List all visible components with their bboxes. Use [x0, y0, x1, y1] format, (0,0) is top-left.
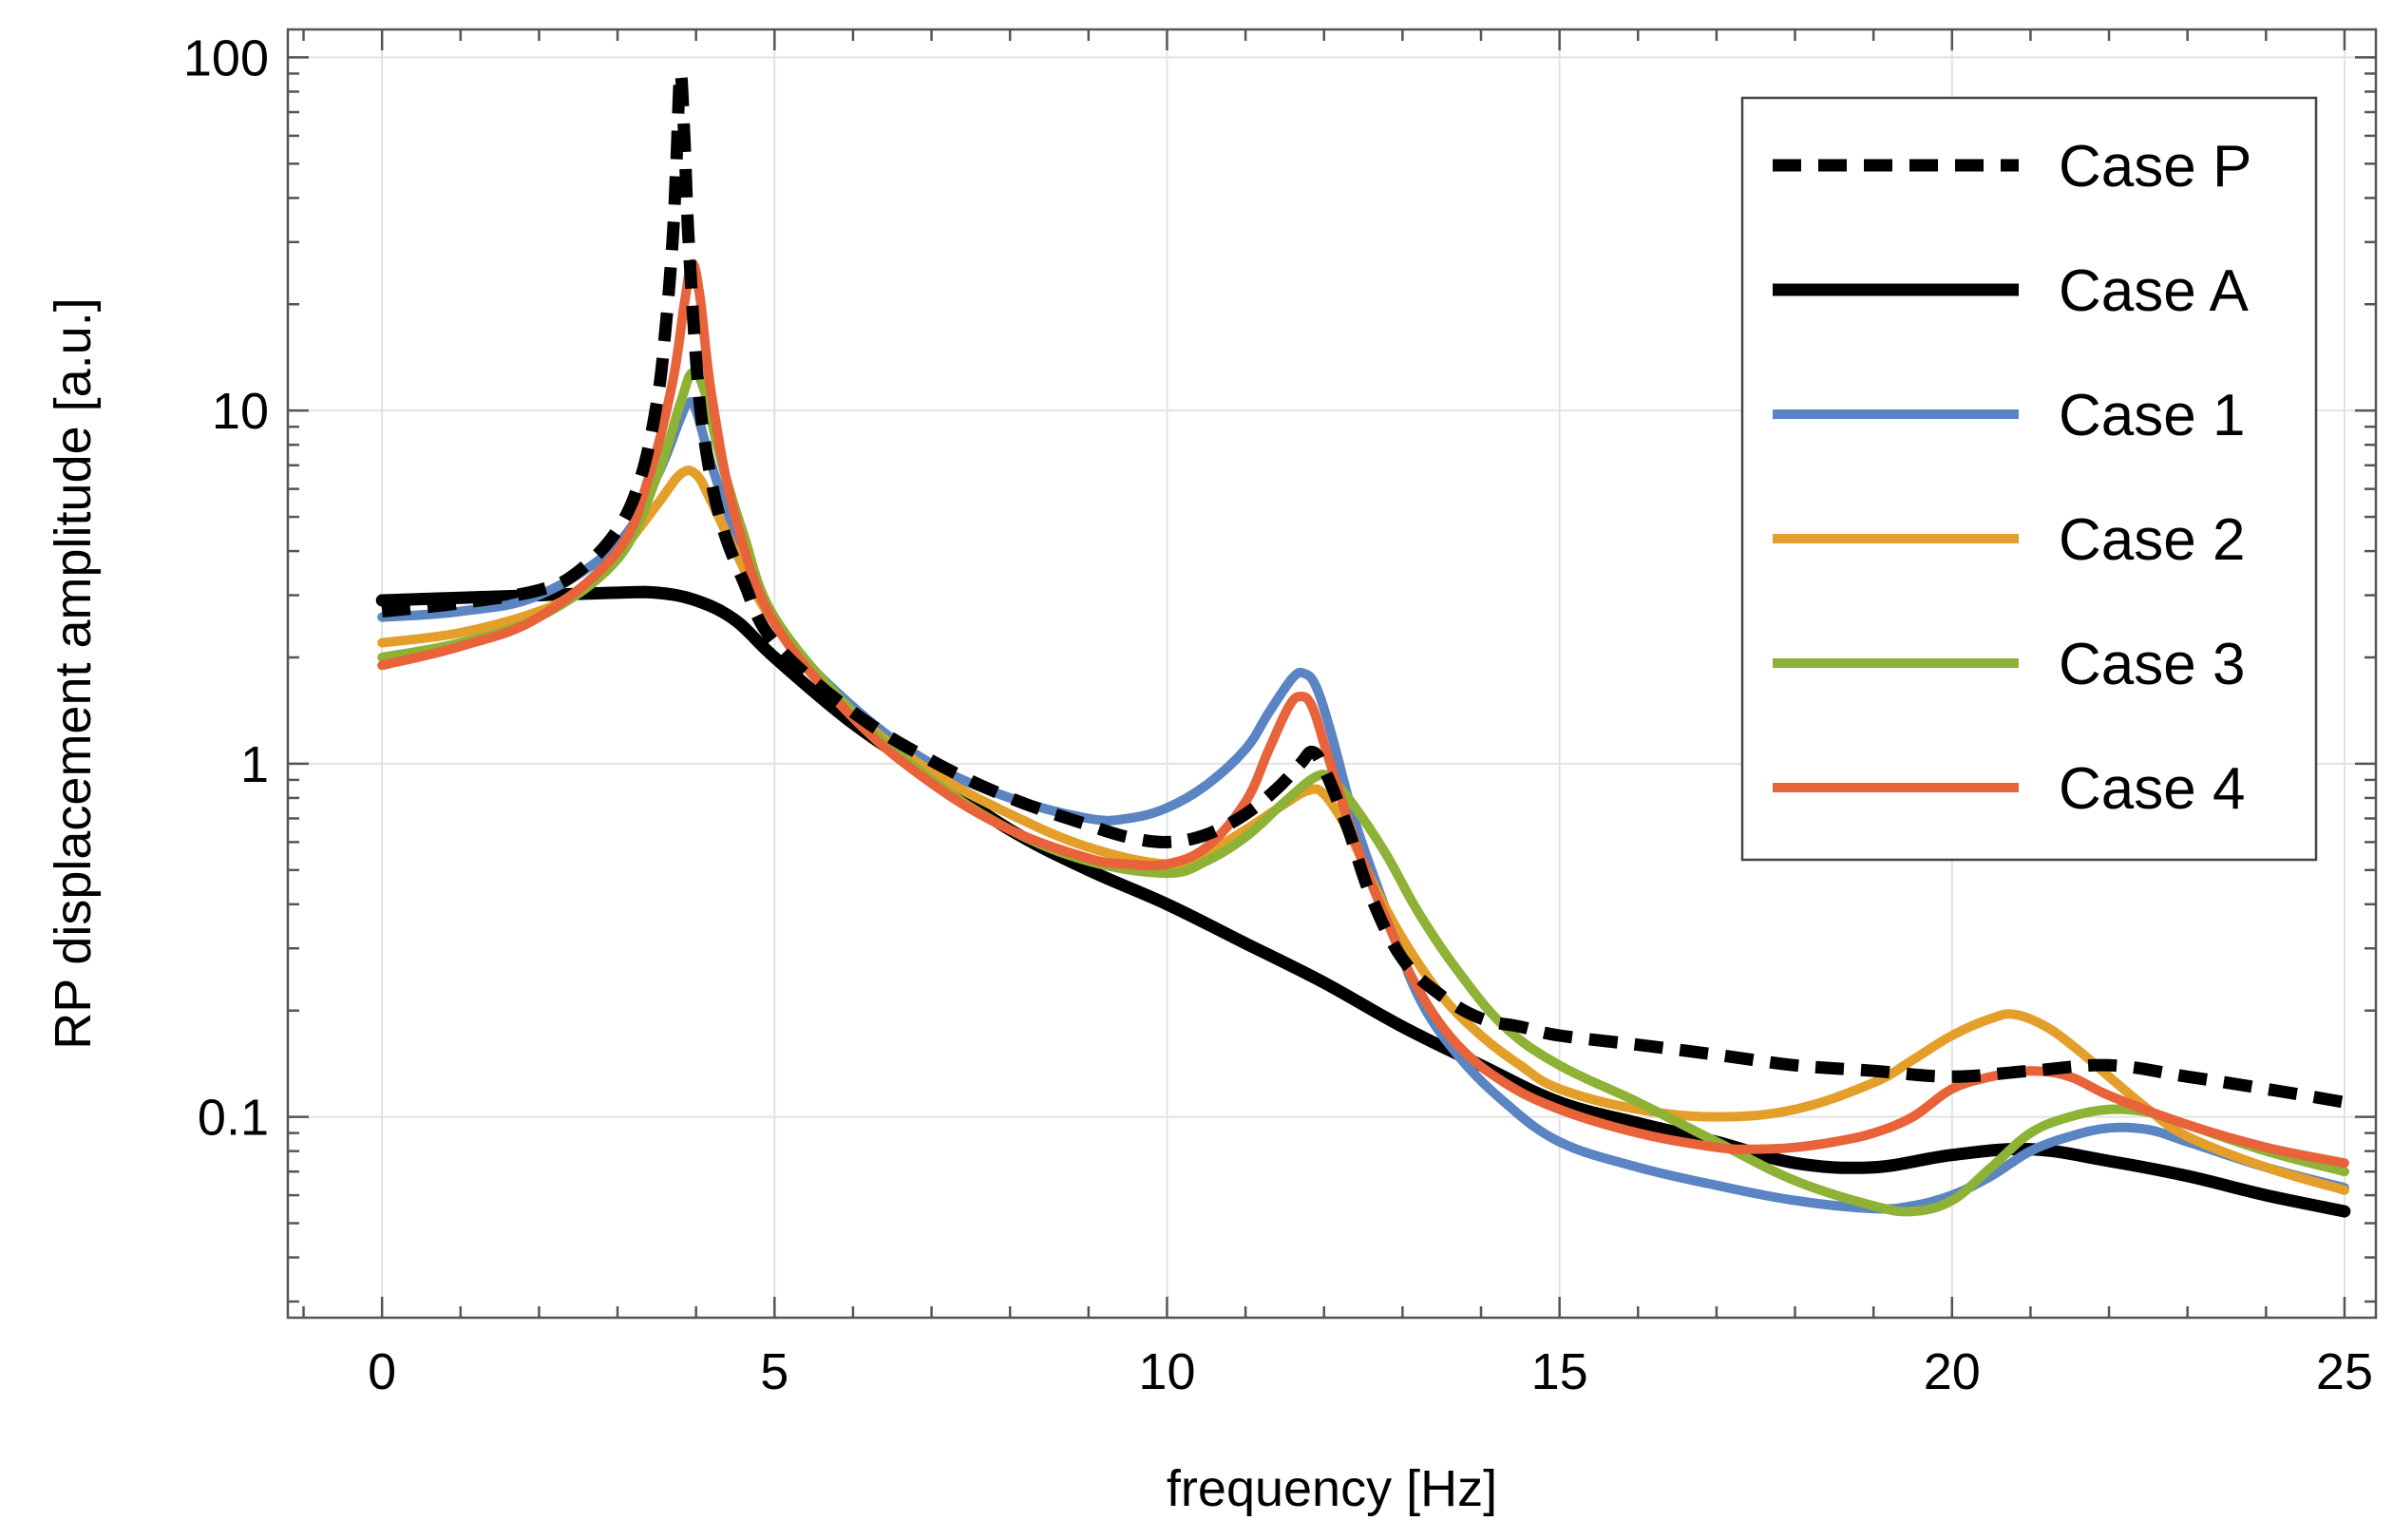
- series-line-case-p: [381, 67, 2346, 1109]
- legend: Case P Case A Case 1 Case 2 Case 3 Case 4: [1740, 96, 2318, 862]
- legend-label: Case 3: [2059, 632, 2245, 697]
- series-line-case-a: [375, 585, 2351, 1218]
- y-tick-label: 0.1: [198, 1090, 269, 1147]
- x-tick-labels: 0 5 10 15 20 25: [368, 1343, 2373, 1400]
- y-tick-label: 100: [183, 29, 269, 86]
- x-tick-label: 10: [1138, 1343, 1195, 1400]
- x-tick-label: 20: [1924, 1343, 1981, 1400]
- y-tick-labels: 0.1 1 10 100: [183, 29, 269, 1146]
- axis-ticks: [288, 29, 2376, 1318]
- legend-box: [1740, 96, 2318, 862]
- x-tick-label: 0: [368, 1343, 396, 1400]
- x-tick-label: 5: [760, 1343, 788, 1400]
- x-axis-title: frequency [Hz]: [1167, 1460, 1497, 1517]
- legend-label: Case 4: [2059, 756, 2245, 822]
- plot-frame: [286, 28, 2378, 1320]
- series-lines: [375, 67, 2351, 1218]
- y-tick-label: 1: [240, 736, 269, 793]
- legend-label: Case A: [2059, 258, 2250, 324]
- legend-label: Case P: [2059, 134, 2251, 200]
- y-axis-title: RP displacement amplitude [a.u.]: [45, 297, 102, 1049]
- legend-label: Case 2: [2059, 507, 2245, 573]
- legend-label: Case 1: [2059, 383, 2245, 448]
- y-tick-label: 10: [212, 383, 269, 440]
- x-tick-label: 25: [2316, 1343, 2373, 1400]
- x-tick-label: 15: [1531, 1343, 1588, 1400]
